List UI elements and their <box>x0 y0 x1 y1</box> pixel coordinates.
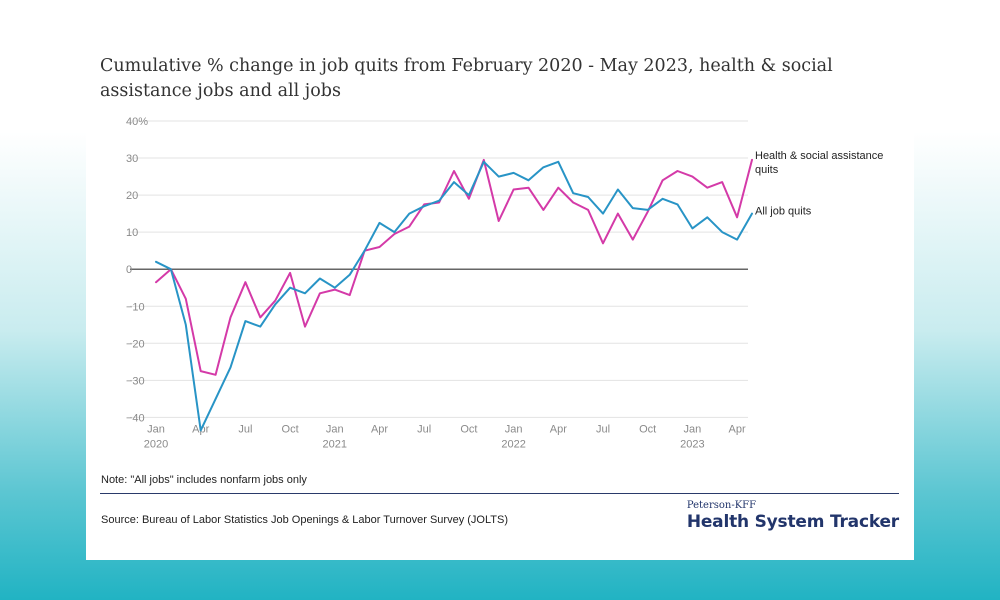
brand-small-text: Peterson-KFF <box>686 500 757 511</box>
x-tick-label: Jul <box>596 423 610 435</box>
x-tick-year-label: 2021 <box>323 438 347 450</box>
chart-card: Cumulative % change in job quits from Fe… <box>86 34 914 560</box>
y-tick-label: −30 <box>126 375 145 387</box>
x-tick-label: Jan <box>326 423 344 435</box>
source-text: Source: Bureau of Labor Statistics Job O… <box>101 514 508 526</box>
x-tick-label: Apr <box>550 423 567 435</box>
x-tick-label: Jan <box>505 423 523 435</box>
x-tick-label: Apr <box>371 423 388 435</box>
x-tick-label: Jan <box>684 423 702 435</box>
y-tick-label: 30 <box>126 153 138 165</box>
all-quits-line <box>155 160 753 432</box>
y-tick-label: −10 <box>126 301 145 313</box>
brand-logo: Peterson-KFF Health System Tracker <box>687 500 899 532</box>
health-series-label: quits <box>755 164 779 176</box>
x-tick-label: Apr <box>729 423 746 435</box>
y-tick-label: 10 <box>126 227 138 239</box>
x-tick-label: Jan <box>147 423 165 435</box>
divider <box>100 493 899 494</box>
x-tick-label: Oct <box>282 423 299 435</box>
x-tick-year-label: 2022 <box>501 438 525 450</box>
health-quits-line <box>155 158 753 376</box>
all-series-label: All job quits <box>755 206 812 218</box>
x-tick-year-label: 2020 <box>144 438 168 450</box>
x-tick-label: Jul <box>417 423 431 435</box>
x-tick-label: Jul <box>238 423 252 435</box>
y-tick-label: −20 <box>126 338 145 350</box>
y-tick-label: 0 <box>126 264 132 276</box>
chart-title: Cumulative % change in job quits from Fe… <box>100 56 833 101</box>
brand-name: Health System Tracker <box>686 512 899 532</box>
x-tick-year-label: 2023 <box>680 438 704 450</box>
chart-note: Note: "All jobs" includes nonfarm jobs o… <box>101 474 307 486</box>
x-tick-label: Oct <box>460 423 477 435</box>
y-tick-label: 40% <box>126 116 148 128</box>
health-series-label: Health & social assistance <box>755 150 883 162</box>
x-tick-label: Oct <box>639 423 656 435</box>
line-chart: −40 −30 −20 −10 0 10 20 30 40% Jan 2020 Apr Jul Oct Ja… <box>126 116 883 450</box>
y-tick-label: −40 <box>126 412 145 424</box>
y-tick-label: 20 <box>126 190 138 202</box>
